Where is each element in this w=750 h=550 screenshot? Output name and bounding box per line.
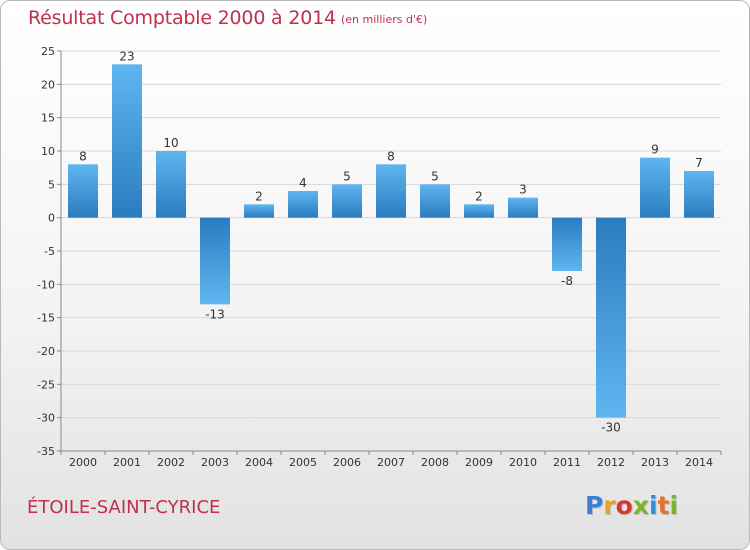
bar-2008: [420, 184, 450, 218]
bars: [68, 64, 714, 418]
x-tick-label: 2004: [245, 456, 273, 469]
bar-2007: [376, 164, 406, 218]
bar-2000: [68, 164, 98, 218]
bar-2003: [200, 217, 230, 305]
data-label: 2: [475, 189, 483, 203]
x-tick-label: 2003: [201, 456, 229, 469]
bar-2014: [684, 171, 714, 218]
x-tick-label: 2008: [421, 456, 449, 469]
data-label: 8: [387, 149, 395, 163]
x-tick-label: 2006: [333, 456, 361, 469]
data-label: 2: [255, 189, 263, 203]
x-tick-label: 2007: [377, 456, 405, 469]
x-tick-label: 2012: [597, 456, 625, 469]
bar-2001: [112, 64, 142, 218]
chart-title: Résultat Comptable 2000 à 2014: [28, 7, 336, 29]
x-axis-ticks: 2000 2001 2002 2003 2004 2005 2006 2007 2008 2009…: [60, 450, 722, 469]
y-tick-label: -15: [37, 312, 55, 325]
data-label: 7: [695, 156, 703, 170]
x-tick-label: 2010: [509, 456, 537, 469]
data-label: 23: [119, 49, 134, 63]
bar-2012: [596, 217, 626, 418]
y-tick-label: -5: [44, 245, 55, 258]
x-tick-label: 2014: [685, 456, 713, 469]
x-tick-label: 2001: [113, 456, 141, 469]
y-tick-label: 20: [41, 78, 55, 91]
bar-2010: [508, 197, 538, 218]
y-tick-label: -35: [37, 445, 55, 458]
y-tick-label: -25: [37, 378, 55, 391]
data-label: 5: [431, 169, 439, 183]
bar-2005: [288, 191, 318, 218]
x-tick-label: 2013: [641, 456, 669, 469]
data-label: -30: [601, 421, 621, 435]
y-axis-ticks: 25 20 15 10 5 0 -5 -10 -15 -20 -25 -30 -35: [37, 45, 62, 458]
bar-2002: [156, 151, 186, 218]
data-label: -8: [561, 274, 573, 288]
x-tick-label: 2009: [465, 456, 493, 469]
bar-2009: [464, 204, 494, 218]
data-label: 5: [343, 169, 351, 183]
y-tick-label: 25: [41, 45, 55, 58]
x-tick-label: 2005: [289, 456, 317, 469]
bar-2013: [640, 157, 670, 218]
bar-2011: [552, 217, 582, 271]
x-tick-label: 2000: [69, 456, 97, 469]
bar-2006: [332, 184, 362, 218]
y-tick-label: 10: [41, 145, 55, 158]
chart-subtitle: (en milliers d'€): [341, 13, 428, 26]
y-tick-label: -20: [37, 345, 55, 358]
data-label: -13: [205, 307, 225, 321]
data-label: 10: [163, 136, 178, 150]
bar-2004: [244, 204, 274, 218]
y-tick-label: -30: [37, 412, 55, 425]
x-tick-label: 2011: [553, 456, 581, 469]
x-tick-label: 2002: [157, 456, 185, 469]
data-label: 9: [651, 143, 659, 157]
y-tick-label: 0: [48, 212, 55, 225]
y-tick-label: -10: [37, 278, 55, 291]
data-label: 3: [519, 183, 527, 197]
y-tick-label: 5: [48, 178, 55, 191]
data-label: 4: [299, 176, 307, 190]
proxiti-logo: Proxiti: [585, 491, 679, 520]
y-tick-label: 15: [41, 112, 55, 125]
commune-name: ÉTOILE-SAINT-CYRICE: [27, 497, 221, 518]
data-label: 8: [79, 149, 87, 163]
